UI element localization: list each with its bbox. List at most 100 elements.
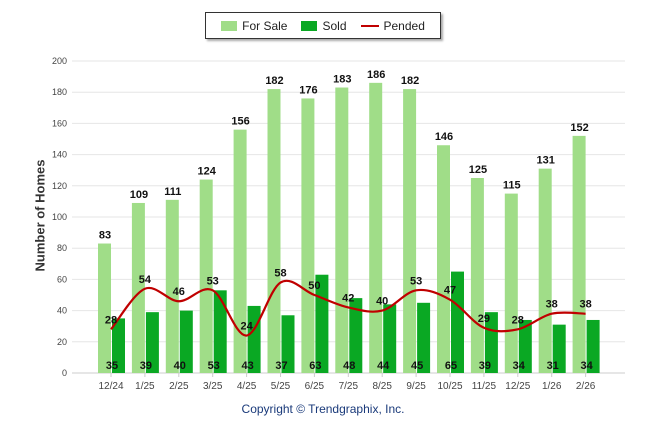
pended-data-label: 40 [376, 296, 388, 308]
sold-data-label: 65 [445, 360, 457, 372]
x-tick-label: 4/25 [237, 381, 257, 392]
for-sale-bar [538, 168, 552, 373]
for-sale-bar [131, 202, 145, 373]
y-tick-label: 20 [57, 337, 67, 347]
sold-data-label: 44 [377, 360, 390, 372]
sold-data-label: 35 [106, 360, 118, 372]
sold-data-label: 37 [275, 360, 287, 372]
x-tick-label: 1/25 [135, 381, 155, 392]
x-tick-label: 7/25 [339, 381, 359, 392]
sold-bar [518, 319, 532, 373]
pended-data-label: 28 [512, 314, 524, 326]
sold-bar [112, 318, 125, 373]
pended-data-label: 54 [139, 274, 152, 286]
x-tick-label: 12/25 [505, 381, 530, 392]
for-sale-data-label: 183 [333, 74, 351, 86]
for-sale-bar [267, 89, 281, 373]
sold-data-label: 34 [513, 360, 526, 372]
x-tick-label: 2/26 [576, 381, 596, 392]
x-tick-label: 10/25 [437, 381, 462, 392]
y-tick-label: 120 [52, 181, 67, 191]
y-tick-label: 140 [52, 150, 67, 160]
pended-data-label: 28 [105, 314, 117, 326]
for-sale-bar [504, 193, 518, 373]
x-tick-label: 3/25 [203, 381, 223, 392]
legend-item-pended[interactable]: Pended [360, 18, 425, 33]
legend-label: Sold [322, 18, 347, 33]
for-sale-bar [233, 129, 247, 373]
x-tick-label: 11/25 [472, 381, 497, 392]
x-tick-label: 2/25 [169, 381, 189, 392]
for-sale-swatch [221, 20, 238, 31]
x-tick-label: 9/25 [406, 381, 426, 392]
legend-item-for-sale[interactable]: For Sale [221, 19, 287, 33]
sold-bar [451, 271, 464, 373]
sold-data-label: 45 [411, 360, 423, 372]
pended-data-label: 50 [308, 280, 320, 292]
for-sale-data-label: 176 [299, 84, 317, 96]
x-tick-label: 8/25 [372, 381, 392, 392]
sold-data-label: 53 [208, 360, 220, 372]
for-sale-data-label: 115 [503, 180, 521, 192]
for-sale-data-label: 156 [231, 116, 249, 128]
sold-bar [417, 302, 431, 373]
sold-data-label: 63 [309, 360, 321, 372]
pended-data-label: 47 [444, 285, 456, 297]
sold-bar [552, 324, 566, 373]
copyright: Copyright © Trendgraphix, Inc. [241, 402, 405, 416]
pended-data-label: 58 [274, 268, 286, 280]
for-sale-bar [403, 89, 417, 373]
for-sale-data-label: 124 [198, 166, 217, 178]
for-sale-bar [301, 98, 315, 373]
pended-data-label: 53 [207, 275, 219, 287]
pended-swatch [360, 24, 379, 27]
legend-label: For Sale [242, 18, 288, 33]
for-sale-bar [369, 82, 383, 373]
sold-bar [145, 312, 159, 373]
y-tick-label: 160 [52, 118, 67, 128]
legend-label: Pended [383, 18, 425, 33]
sold-bar [213, 290, 227, 373]
y-tick-label: 80 [57, 243, 67, 253]
for-sale-data-label: 109 [130, 189, 148, 201]
for-sale-bar [98, 243, 111, 373]
sold-bar [349, 298, 363, 373]
for-sale-data-label: 182 [265, 75, 283, 87]
sold-data-label: 39 [140, 360, 152, 372]
x-tick-label: 5/25 [271, 381, 291, 392]
for-sale-bar [470, 178, 484, 373]
y-tick-label: 180 [52, 87, 67, 97]
sold-data-label: 43 [241, 360, 253, 372]
sold-data-label: 40 [174, 360, 186, 372]
pended-data-label: 29 [478, 313, 490, 325]
y-tick-label: 200 [52, 56, 67, 66]
sold-data-label: 48 [343, 360, 355, 372]
y-axis-label: Number of Homes [32, 159, 48, 272]
for-sale-bar [199, 179, 213, 373]
x-tick-label: 6/25 [305, 381, 325, 392]
sold-data-label: 31 [547, 360, 559, 372]
for-sale-data-label: 125 [469, 164, 487, 176]
for-sale-bar [165, 199, 179, 373]
sold-bar [383, 304, 397, 373]
for-sale-bar [335, 87, 349, 374]
x-tick-label: 1/26 [542, 381, 562, 392]
sold-swatch [301, 20, 318, 31]
pended-data-label: 24 [240, 321, 253, 333]
for-sale-bar [437, 145, 450, 373]
for-sale-data-label: 83 [99, 230, 111, 242]
y-tick-label: 60 [57, 274, 67, 284]
sold-bar [586, 319, 600, 373]
y-tick-label: 100 [52, 212, 67, 222]
pended-data-label: 46 [173, 286, 185, 298]
pended-line [110, 279, 586, 337]
for-sale-data-label: 152 [570, 122, 588, 134]
pended-data-label: 53 [410, 275, 422, 287]
for-sale-data-label: 182 [401, 75, 419, 87]
for-sale-data-label: 111 [164, 186, 181, 198]
legend-item-sold[interactable]: Sold [301, 18, 347, 33]
for-sale-data-label: 131 [537, 155, 555, 167]
sold-data-label: 39 [479, 360, 491, 372]
